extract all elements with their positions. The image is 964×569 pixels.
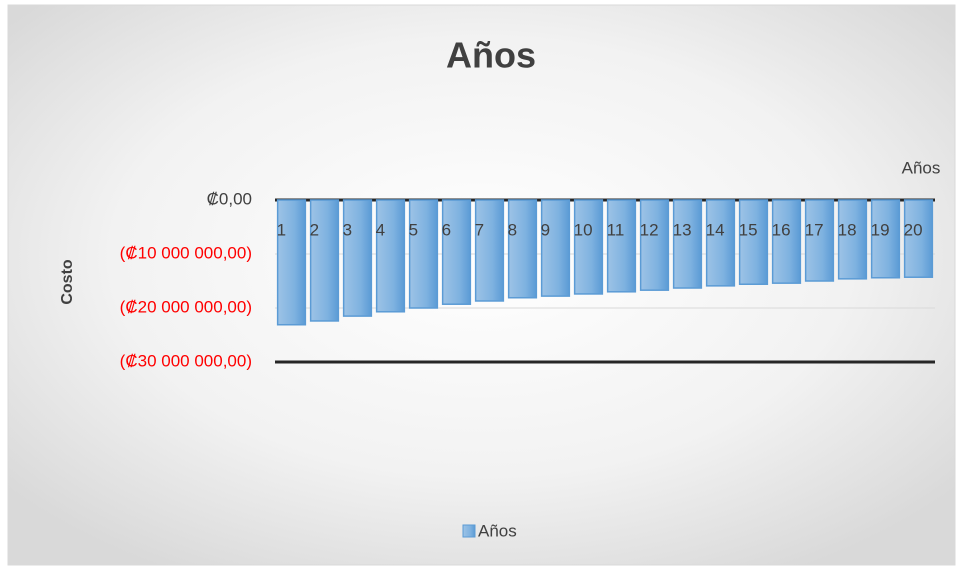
- x-tick-label: 11: [607, 220, 625, 239]
- bar: [408, 199, 439, 309]
- x-tick-label: 2: [310, 220, 319, 239]
- x-tick-label: 12: [640, 220, 659, 239]
- x-tick-label: 14: [706, 220, 725, 239]
- x-tick-label: 18: [838, 220, 857, 239]
- bar: [507, 199, 538, 299]
- y-tick-label: (₡10 000 000,00): [120, 243, 252, 262]
- legend-swatch: [462, 524, 476, 538]
- x-tick-label: 10: [574, 220, 593, 239]
- bar: [276, 199, 307, 326]
- x-tick-label: 5: [409, 220, 418, 239]
- bar: [837, 199, 868, 280]
- x-tick-label: 15: [739, 220, 758, 239]
- bar: [771, 199, 802, 284]
- x-tick-label: 20: [904, 220, 923, 239]
- x-tick-label: 16: [772, 220, 791, 239]
- bar: [474, 199, 505, 302]
- x-tick-label: 7: [475, 220, 484, 239]
- bar: [342, 199, 373, 317]
- bar: [870, 199, 901, 279]
- x-tick-label: 13: [673, 220, 692, 239]
- bar: [540, 199, 571, 297]
- x-tick-label: 9: [541, 220, 550, 239]
- x-tick-label: 8: [508, 220, 517, 239]
- x-axis-title: Años: [902, 158, 941, 177]
- bar: [804, 199, 835, 282]
- bar: [375, 199, 406, 313]
- bar: [639, 199, 670, 291]
- x-tick-label: 3: [343, 220, 352, 239]
- x-tick-label: 6: [442, 220, 451, 239]
- bar: [441, 199, 472, 305]
- legend-label: Años: [478, 521, 517, 540]
- y-tick-label: (₡30 000 000,00): [120, 351, 252, 370]
- bar: [738, 199, 769, 285]
- x-tick-label: 4: [376, 220, 385, 239]
- bar: [903, 199, 934, 278]
- y-axis-title: Costo: [59, 259, 76, 305]
- chart-title: Años: [446, 35, 536, 76]
- x-tick-label: 19: [871, 220, 890, 239]
- y-tick-label: (₡20 000 000,00): [120, 297, 252, 316]
- x-tick-label: 17: [805, 220, 824, 239]
- bar: [573, 199, 604, 295]
- x-tick-label: 1: [277, 220, 286, 239]
- bar: [309, 199, 340, 322]
- bar: [705, 199, 736, 287]
- y-tick-label: ₡0,00: [207, 189, 252, 208]
- bar: [672, 199, 703, 289]
- bar: [606, 199, 637, 293]
